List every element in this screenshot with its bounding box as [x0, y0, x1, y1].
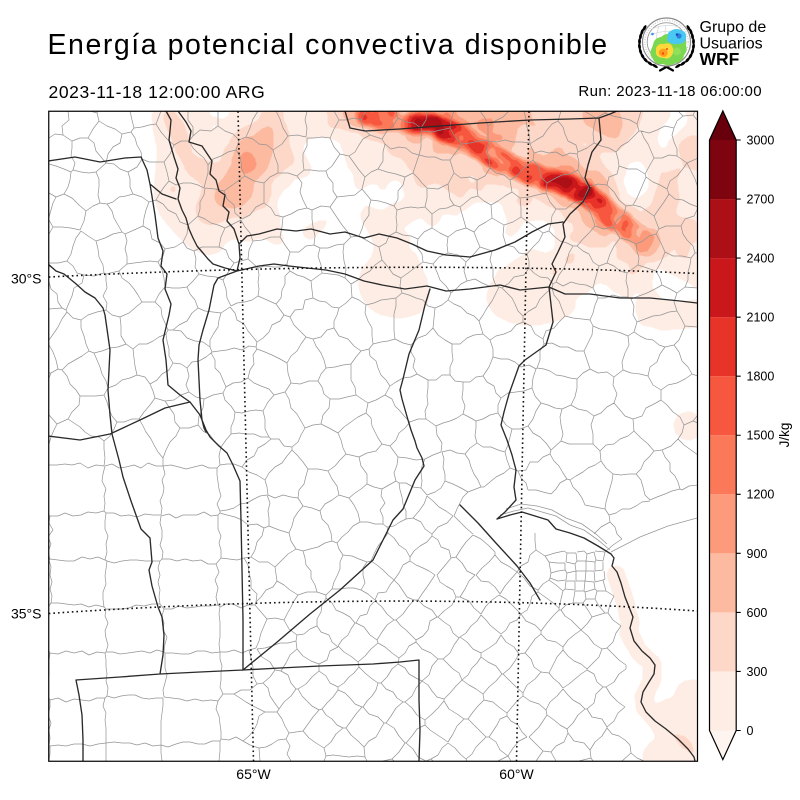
svg-text:600: 600	[747, 606, 768, 620]
svg-text:65°W: 65°W	[236, 766, 271, 782]
svg-text:Grupo de: Grupo de	[700, 19, 767, 36]
svg-text:900: 900	[747, 547, 768, 561]
svg-text:WRF: WRF	[700, 49, 740, 69]
svg-text:1200: 1200	[747, 488, 775, 502]
svg-text:Usuarios: Usuarios	[700, 35, 763, 52]
svg-text:2023-11-18 12:00:00 ARG: 2023-11-18 12:00:00 ARG	[49, 82, 266, 102]
svg-text:0: 0	[747, 724, 754, 738]
svg-text:2700: 2700	[747, 193, 775, 207]
svg-text:J/kg: J/kg	[777, 423, 792, 448]
svg-text:Energía potencial convectiva d: Energía potencial convectiva disponible	[48, 29, 609, 61]
svg-text:35°S: 35°S	[11, 606, 42, 622]
svg-text:30°S: 30°S	[11, 271, 42, 287]
svg-text:300: 300	[747, 665, 768, 679]
svg-text:2400: 2400	[747, 252, 775, 266]
svg-text:3000: 3000	[747, 133, 775, 147]
svg-text:Run: 2023-11-18 06:00:00: Run: 2023-11-18 06:00:00	[578, 83, 762, 100]
svg-text:1800: 1800	[747, 370, 775, 384]
svg-text:1500: 1500	[747, 429, 775, 443]
svg-text:2100: 2100	[747, 311, 775, 325]
svg-text:60°W: 60°W	[499, 766, 534, 782]
